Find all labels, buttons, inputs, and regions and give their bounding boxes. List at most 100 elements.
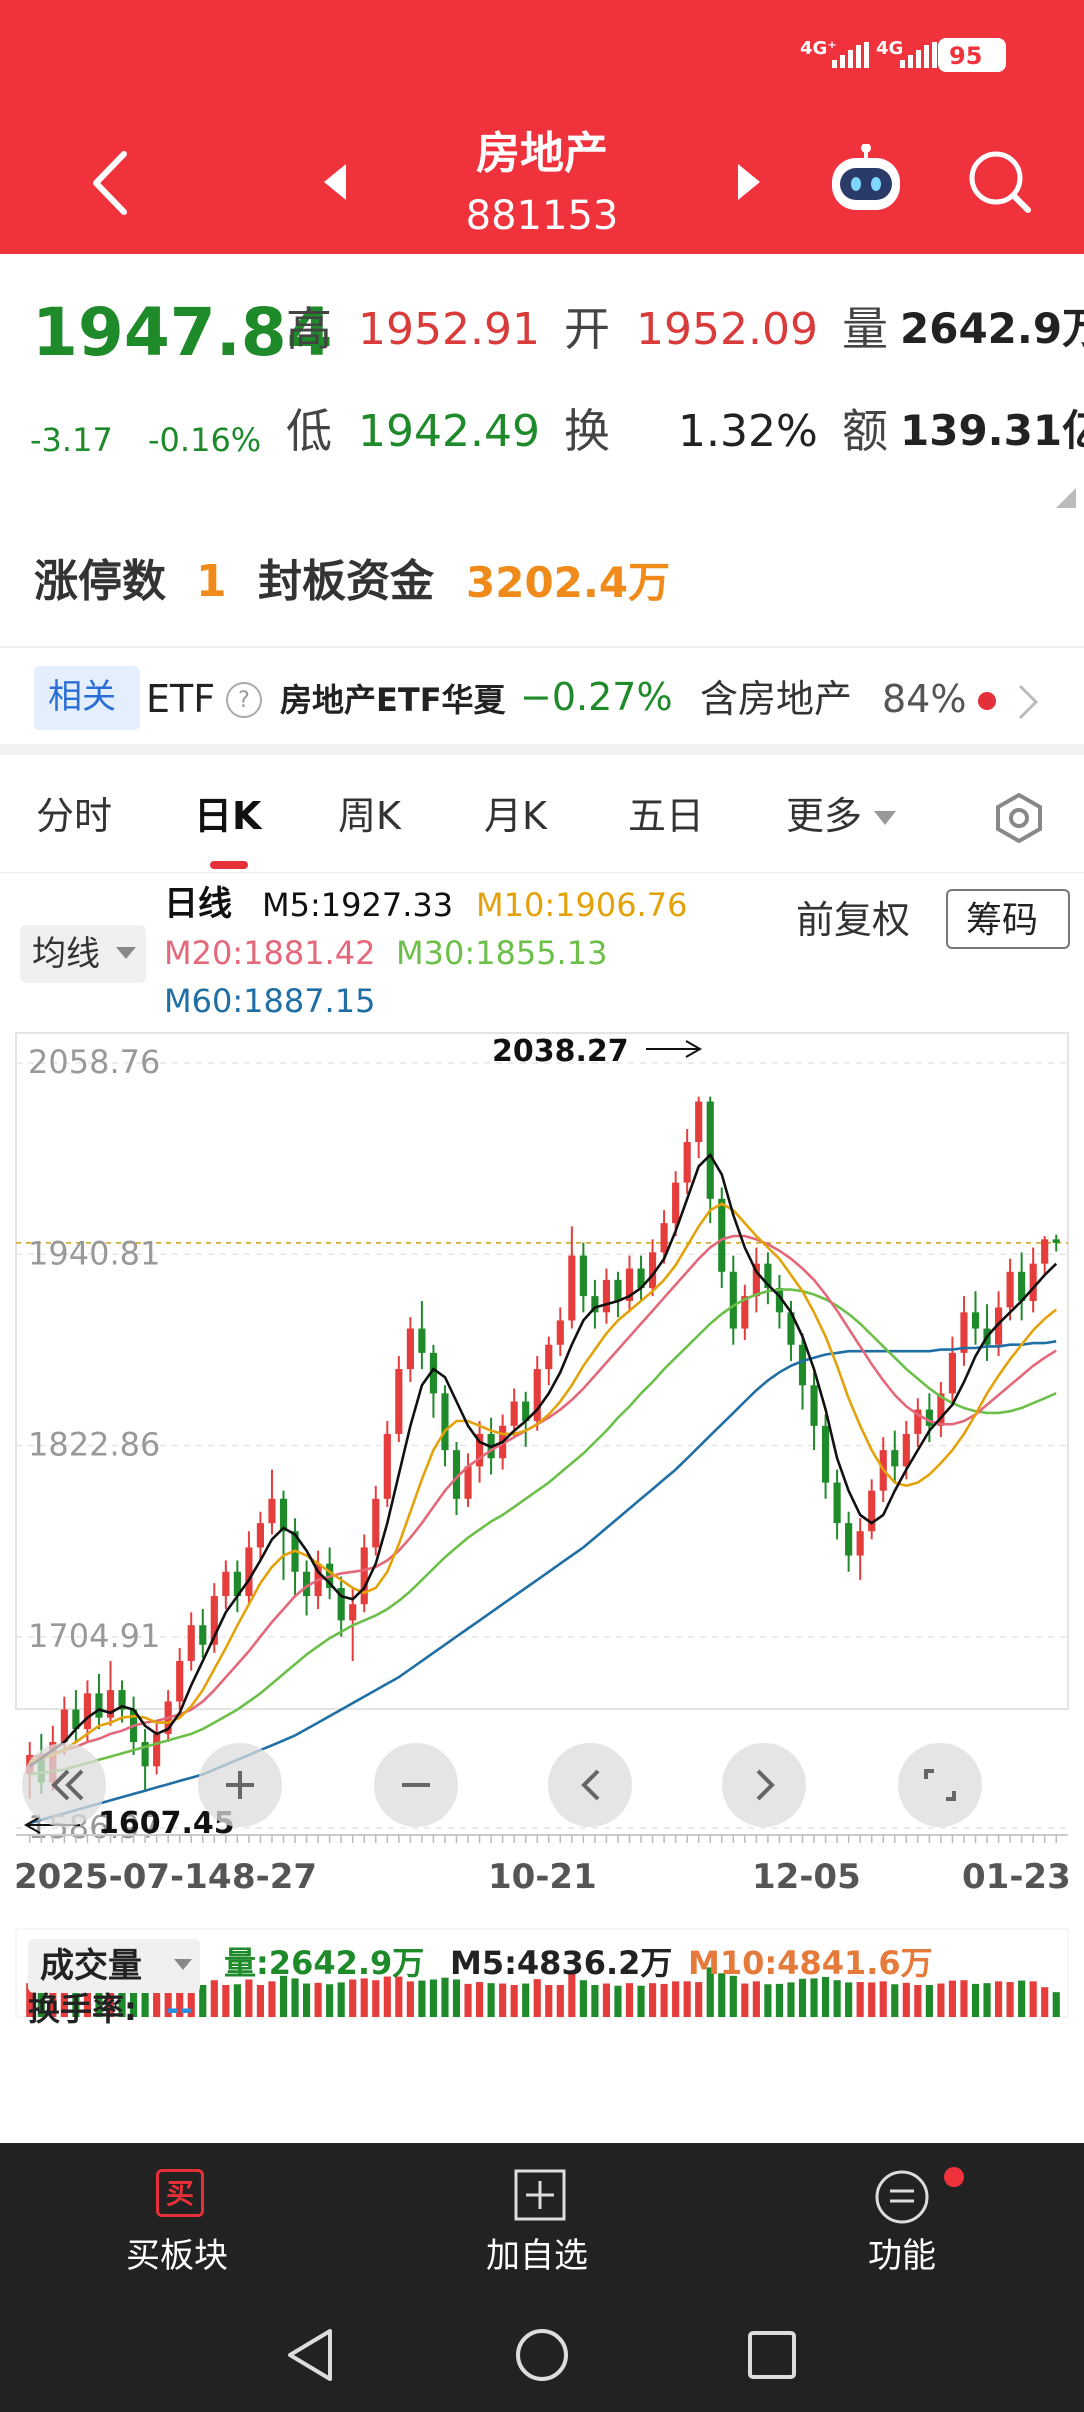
candle-body xyxy=(683,1142,691,1183)
candle-body xyxy=(891,1450,899,1467)
candle-body xyxy=(395,1369,403,1434)
candle-body xyxy=(441,1393,449,1451)
low-label: 低 xyxy=(286,404,332,458)
next-stock-icon[interactable] xyxy=(736,164,762,200)
candle-body xyxy=(902,1433,910,1467)
volume-bar xyxy=(810,1978,818,2017)
line-type: 日线 xyxy=(164,884,232,924)
volume-bar xyxy=(983,1983,991,2017)
amount-label: 额 xyxy=(842,404,888,458)
x-tick-label: 2025-07-14 xyxy=(14,1857,231,1897)
zoom-out-button[interactable] xyxy=(374,1743,458,1827)
change-value: -3.17 xyxy=(30,421,113,459)
candle-body xyxy=(83,1693,92,1730)
buy-icon-glyph: 买 xyxy=(165,2177,194,2210)
signal-bars-icon xyxy=(832,42,872,68)
volume-bar xyxy=(222,1985,230,2017)
high-marker-label: 2038.27 xyxy=(492,1034,629,1069)
volume-bar xyxy=(429,1979,438,2017)
tab-weekly-k[interactable]: 周K xyxy=(338,794,401,838)
etf-name[interactable]: 房地产ETF华夏 xyxy=(280,681,506,719)
nav-back-icon[interactable] xyxy=(284,2327,338,2383)
nav-recents-icon[interactable] xyxy=(746,2329,798,2381)
robot-assistant-icon[interactable] xyxy=(826,143,906,214)
volume-bar xyxy=(245,1979,253,2017)
y-tick-label: 2058.76 xyxy=(28,1043,160,1081)
low-value: 1942.49 xyxy=(358,406,540,457)
volume-bar xyxy=(1052,1992,1060,2017)
zoom-in-button[interactable] xyxy=(198,1743,282,1827)
x-tick-label: 01-23 xyxy=(962,1857,1071,1897)
indicator-selector[interactable]: 均线 xyxy=(20,925,146,983)
etf-change: −0.27% xyxy=(520,675,673,719)
scroll-right-button[interactable] xyxy=(722,1743,806,1827)
volume-bar xyxy=(683,1981,691,2017)
volume-bar xyxy=(833,1980,841,2017)
volume-bar xyxy=(487,1983,495,2017)
adjust-mode[interactable]: 前复权 xyxy=(796,898,911,942)
function-button[interactable]: 功能 xyxy=(846,2163,986,2283)
buy-sector-button[interactable]: 买 买板块 xyxy=(110,2163,250,2283)
volume-bar xyxy=(141,1982,149,2017)
candle-body xyxy=(775,1287,784,1313)
add-watchlist-button[interactable]: 加自选 xyxy=(470,2163,610,2283)
volume-bar xyxy=(522,1983,530,2017)
tab-intraday[interactable]: 分时 xyxy=(36,794,113,838)
volume-bar xyxy=(614,1985,622,2017)
scroll-left-button[interactable] xyxy=(548,1743,632,1827)
scroll-left-fast-button[interactable] xyxy=(22,1743,106,1827)
volume-bar xyxy=(153,1984,161,2017)
candle-body xyxy=(718,1198,726,1272)
candle-body xyxy=(337,1587,345,1621)
settings-hexagon-icon[interactable] xyxy=(994,792,1044,844)
system-navigation-bar xyxy=(0,2297,1084,2412)
candle-body xyxy=(464,1466,472,1499)
volume-bar xyxy=(37,1982,45,2017)
back-icon[interactable] xyxy=(88,150,138,216)
turnover-rate-value: -- xyxy=(166,1990,193,2028)
candle-body xyxy=(302,1571,311,1597)
turnover-value: 1.32% xyxy=(678,406,818,457)
tab-more[interactable]: 更多 xyxy=(786,794,863,838)
volume-bar xyxy=(510,1985,518,2017)
tab-daily-k[interactable]: 日K xyxy=(194,794,262,838)
volume-bar xyxy=(406,1981,414,2017)
tab-monthly-k[interactable]: 月K xyxy=(484,794,547,838)
signal-1: 4G⁺ xyxy=(800,38,837,59)
volume-bar xyxy=(164,1984,172,2017)
header-bar: 4G⁺ 4G 95 房地产 881153 xyxy=(0,0,1084,254)
volume-bar xyxy=(787,1982,795,2017)
fullscreen-button[interactable] xyxy=(898,1743,982,1827)
chips-button[interactable]: 筹码 xyxy=(946,889,1070,949)
volume-bar xyxy=(302,1983,311,2017)
candle-body xyxy=(222,1571,230,1597)
volume-bar xyxy=(533,1979,541,2017)
volume-bar xyxy=(279,1975,288,2017)
sub-indicator-selector[interactable]: 成交量 xyxy=(28,1939,200,1993)
prev-stock-icon[interactable] xyxy=(322,164,348,200)
candle-body xyxy=(868,1490,876,1532)
volume-bar xyxy=(418,1980,426,2017)
search-icon[interactable] xyxy=(966,148,1032,214)
battery-level: 95 xyxy=(949,42,983,70)
ma20-legend: M20:1881.42 xyxy=(164,934,376,972)
candle-body xyxy=(971,1312,980,1329)
volume-bar xyxy=(326,1984,334,2017)
volume-bar xyxy=(187,1982,195,2017)
divider xyxy=(0,646,1084,648)
volume-bar xyxy=(625,1983,634,2017)
y-tick-label: 1704.91 xyxy=(28,1617,160,1655)
candle-body xyxy=(187,1625,195,1661)
candle-body xyxy=(948,1352,957,1394)
tab-five-day[interactable]: 五日 xyxy=(628,794,705,838)
expand-corner-icon[interactable] xyxy=(1056,488,1076,508)
volume-bar xyxy=(176,1982,184,2017)
volume-bar xyxy=(741,1983,749,2017)
chevron-right-icon[interactable] xyxy=(1016,682,1040,722)
volume-bar xyxy=(660,1983,668,2017)
nav-home-icon[interactable] xyxy=(514,2327,570,2383)
candle-body xyxy=(752,1263,760,1297)
help-icon[interactable]: ? xyxy=(226,682,262,718)
candle-body xyxy=(591,1296,599,1313)
